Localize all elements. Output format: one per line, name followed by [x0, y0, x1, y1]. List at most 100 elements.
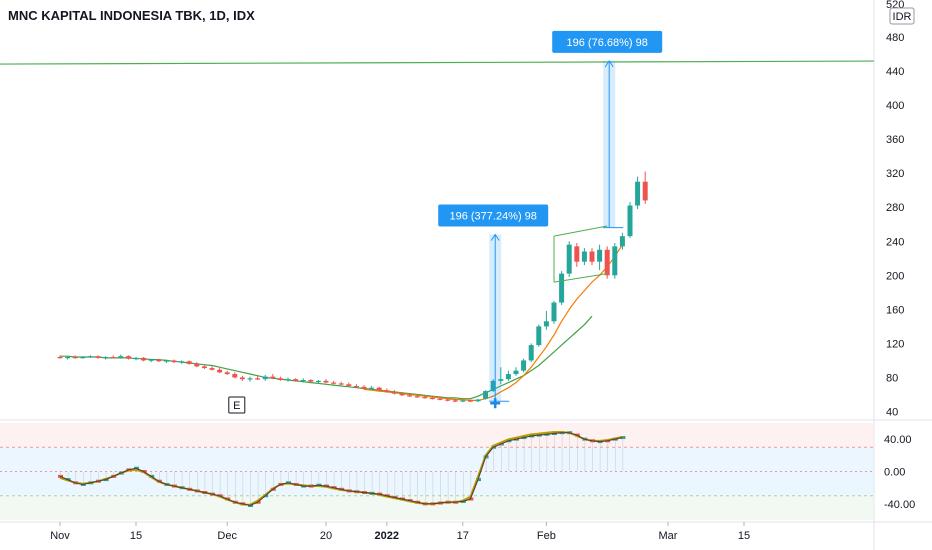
- candle-body: [118, 356, 124, 358]
- price-tick-label: 280: [886, 202, 904, 214]
- candle-body: [353, 385, 359, 388]
- candle-body: [407, 395, 413, 397]
- candle-body: [498, 379, 504, 381]
- candle-body: [323, 380, 329, 383]
- time-tick-label: Nov: [50, 530, 70, 542]
- osc-overbought-band: [0, 423, 874, 448]
- candle-body: [255, 378, 261, 380]
- candle-body: [452, 400, 458, 402]
- candle-body: [414, 396, 420, 398]
- candle-body: [361, 386, 367, 389]
- price-tick-label: 440: [886, 66, 904, 78]
- currency-badge: [889, 7, 915, 25]
- candle-body: [163, 360, 169, 362]
- candle-body: [232, 374, 238, 378]
- candle-body: [528, 345, 534, 361]
- candle-body: [604, 249, 610, 276]
- candle-body: [391, 391, 397, 394]
- candle-body: [635, 181, 641, 206]
- price-tick-label: 240: [886, 236, 904, 248]
- candle-body: [338, 383, 344, 385]
- candle-body: [513, 370, 519, 375]
- candle-body: [171, 360, 177, 363]
- candle-body: [589, 251, 595, 262]
- candle-body: [346, 384, 352, 386]
- candle-body: [505, 374, 511, 380]
- candle-body: [209, 368, 215, 370]
- candle-body: [551, 302, 557, 322]
- osc-tick-label: 0.00: [884, 467, 905, 479]
- candle-body: [581, 251, 587, 262]
- measure-callout-label-0: 196 (377.24%) 98: [449, 210, 536, 222]
- time-tick-label: 20: [320, 530, 332, 542]
- candle-body: [308, 380, 314, 382]
- ma-fast-line: [363, 244, 623, 401]
- price-tick-label: 80: [886, 372, 898, 384]
- price-tick-label: 320: [886, 168, 904, 180]
- candle-body: [194, 363, 200, 367]
- candle-body: [87, 356, 93, 358]
- time-tick-label: 2022: [375, 530, 399, 542]
- osc-signal-line: [59, 430, 623, 506]
- price-tick-label: 200: [886, 270, 904, 282]
- candle-body: [315, 380, 321, 383]
- candle-body: [65, 357, 71, 359]
- candle-body: [285, 379, 291, 381]
- crosshair-marker: [490, 398, 501, 409]
- measure-callout-label-1: 196 (76.68%) 98: [567, 37, 648, 49]
- candle-body: [384, 390, 390, 392]
- candle-body: [543, 321, 549, 327]
- candle-body: [133, 357, 139, 360]
- time-tick-label: 17: [457, 530, 469, 542]
- candle-body: [110, 357, 116, 359]
- price-tick-label: 40: [886, 406, 898, 418]
- candle-body: [224, 372, 230, 375]
- time-tick-label: Feb: [537, 530, 556, 542]
- measure-arrow-head-1: [604, 59, 614, 68]
- measure-callout-1: [552, 30, 663, 53]
- currency-badge-label: IDR: [893, 11, 912, 23]
- candle-body: [627, 205, 633, 237]
- earnings-marker-label: E: [233, 400, 240, 412]
- candle-body: [262, 376, 268, 380]
- price-tick-label: 400: [886, 100, 904, 112]
- candle-body: [57, 357, 63, 359]
- candle-body: [148, 359, 154, 361]
- candle-body: [399, 393, 405, 396]
- time-tick-label: Mar: [659, 530, 678, 542]
- candle-body: [376, 387, 382, 391]
- measure-callout-0: [438, 204, 549, 227]
- price-tick-label: 120: [886, 338, 904, 350]
- candle-body: [559, 273, 565, 303]
- candle-body: [80, 357, 86, 359]
- price-tick-label: 160: [886, 304, 904, 316]
- candle-body: [277, 378, 283, 380]
- osc-oversold-band: [0, 495, 874, 520]
- ma-slow-line: [60, 315, 593, 400]
- candle-body: [217, 369, 223, 373]
- candle-body: [574, 246, 580, 262]
- candle-body: [619, 236, 625, 247]
- candle-body: [475, 399, 481, 402]
- candle-body: [293, 379, 299, 381]
- price-tick-label: 360: [886, 134, 904, 146]
- candle-body: [179, 361, 185, 363]
- candle-body: [369, 387, 375, 389]
- osc-main-line: [59, 432, 623, 506]
- time-tick-label: 15: [130, 530, 142, 542]
- candle-body: [536, 326, 542, 346]
- earnings-marker: [228, 396, 246, 414]
- osc-tick-label: -40.00: [884, 499, 915, 511]
- osc-tick-label: 40.00: [884, 434, 912, 446]
- time-tick-label: 15: [738, 530, 750, 542]
- candle-body: [186, 361, 192, 364]
- time-tick-label: Dec: [217, 530, 237, 542]
- candle-body: [597, 249, 603, 262]
- candle-body: [125, 356, 131, 359]
- candle-body: [141, 357, 147, 361]
- candle-body: [566, 244, 572, 274]
- measure-arrow-head-0: [490, 233, 500, 241]
- candle-body: [270, 376, 276, 379]
- candle-body: [642, 181, 648, 201]
